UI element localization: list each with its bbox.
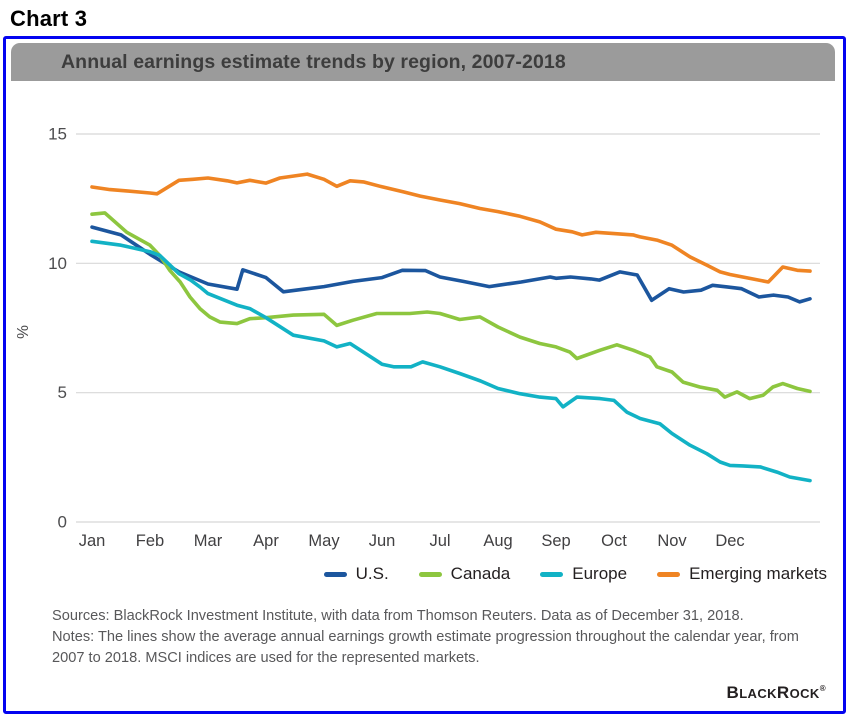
chart-area: 0 5 10 15% Jan Feb Mar Apr May Jun Jul Aug Sep Oct Nov… [10, 97, 843, 562]
y-axis-label: % [15, 325, 32, 339]
chart-title: Annual earnings estimate trends by regio… [61, 50, 566, 73]
x-tick-label-aug: Aug [483, 532, 512, 550]
legend-item-emerging-markets: Emerging markets [657, 564, 827, 584]
legend-swatch-canada [418, 571, 442, 577]
x-tick-label-jul: Jul [429, 532, 450, 550]
line-emerging-markets [90, 172, 812, 284]
x-tick-label-jun: Jun [369, 532, 396, 550]
legend-item-europe: Europe [540, 564, 627, 584]
brand-letter: B [726, 683, 740, 703]
blackrock-logo: BLACKROCK® [726, 683, 826, 703]
brand-letters: LACK [739, 686, 777, 702]
x-tick-label-dec: Dec [715, 532, 744, 550]
x-tick-label-apr: Apr [253, 532, 279, 550]
line-us [90, 225, 812, 304]
legend-swatch-emerging-markets [657, 571, 681, 577]
y-tick-label: 15 [48, 125, 67, 144]
brand-letter: R [776, 683, 790, 703]
page-title: Chart 3 [10, 6, 88, 31]
x-tick-label-may: May [308, 532, 340, 550]
legend-label-emerging-markets: Emerging markets [689, 564, 827, 583]
y-tick-label: 10 [48, 254, 67, 273]
legend-label-europe: Europe [572, 564, 628, 583]
notes-text: Notes: The lines show the average annual… [52, 629, 799, 667]
line-chart: 0 5 10 15% Jan Feb Mar Apr May Jun Jul Aug Sep Oct Nov… [15, 125, 820, 550]
x-tick-label-oct: Oct [601, 532, 627, 550]
legend-item-canada: Canada [418, 564, 511, 584]
y-tick-label: 5 [58, 383, 67, 402]
brand-row: BLACKROCK® [6, 683, 843, 703]
chart-panel: Annual earnings estimate trends by regio… [3, 36, 846, 714]
sources-text: Sources: BlackRock Investment Institute,… [52, 608, 744, 624]
registered-mark: ® [819, 684, 826, 694]
chart-legend: U.S. Canada Europe Emerging markets [6, 562, 843, 586]
x-tick-label-sep: Sep [541, 532, 570, 550]
x-tick-label-jan: Jan [79, 532, 106, 550]
legend-swatch-us [323, 571, 347, 577]
legend-item-us: U.S. [323, 564, 389, 584]
x-tick-label-nov: Nov [657, 532, 687, 550]
panel-header: Annual earnings estimate trends by regio… [11, 43, 835, 81]
y-tick-label: 0 [58, 513, 67, 532]
brand-letters: OCK [789, 686, 820, 702]
legend-swatch-europe [540, 571, 564, 577]
footnotes: Sources: BlackRock Investment Institute,… [52, 606, 833, 669]
x-tick-label-feb: Feb [136, 532, 164, 550]
x-tick-label-mar: Mar [194, 532, 223, 550]
legend-label-canada: Canada [450, 564, 511, 583]
legend-label-us: U.S. [355, 564, 389, 583]
line-europe [90, 239, 812, 483]
line-canada [90, 211, 812, 401]
